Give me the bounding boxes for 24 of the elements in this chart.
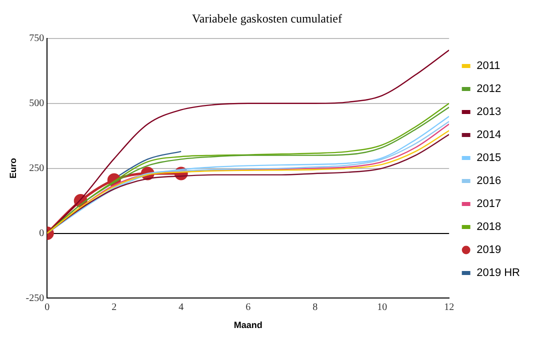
x-tick-label: 2 bbox=[112, 302, 117, 313]
y-tick-label: 0 bbox=[39, 228, 44, 239]
x-axis-title: Maand bbox=[234, 320, 262, 330]
legend-label: 2014 bbox=[476, 129, 502, 142]
y-tick-label: -250 bbox=[26, 292, 44, 304]
legend-label: 2018 bbox=[476, 221, 502, 234]
legend-label: 2019 bbox=[476, 244, 502, 256]
legend-label: 2016 bbox=[476, 175, 502, 188]
legend-label: 2013 bbox=[476, 106, 502, 118]
legend-label: 2019 HR bbox=[476, 267, 520, 280]
x-tick-label: 4 bbox=[178, 302, 184, 313]
legend-label: 2011 bbox=[476, 60, 500, 72]
y-axis-title: Euro bbox=[8, 158, 18, 179]
legend-label: 2017 bbox=[476, 198, 502, 210]
legend-label: 2015 bbox=[476, 152, 502, 164]
x-tick-label: 6 bbox=[246, 302, 251, 313]
y-tick-label: 500 bbox=[29, 98, 44, 109]
y-tick-label: 250 bbox=[29, 162, 44, 174]
legend-label: 2012 bbox=[476, 83, 502, 96]
y-tick-label: 750 bbox=[29, 33, 44, 44]
x-tick-label: 8 bbox=[312, 302, 318, 313]
x-tick-label: 10 bbox=[377, 302, 388, 313]
x-tick-label: 12 bbox=[444, 302, 454, 313]
chart-title: Variabele gaskosten cumulatief bbox=[192, 11, 342, 26]
